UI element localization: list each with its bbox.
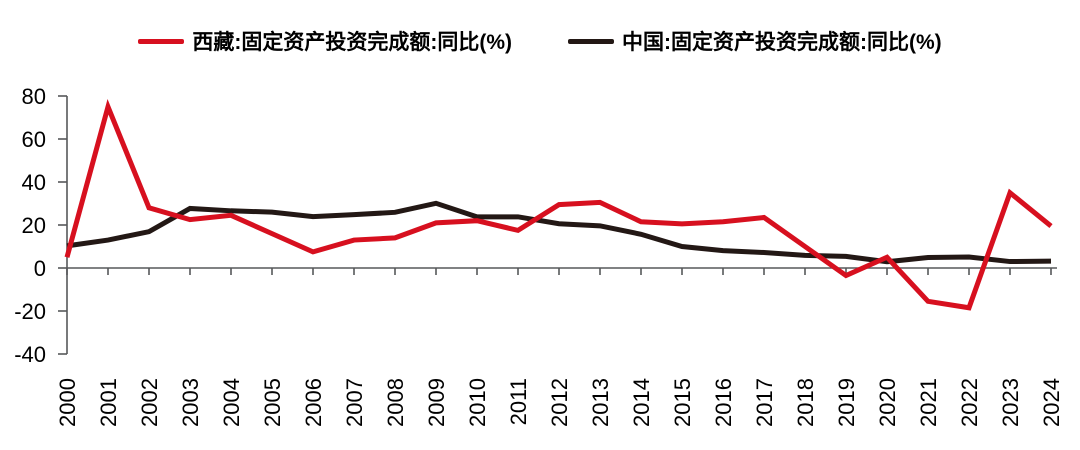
x-axis-label: 2017 [752,378,777,427]
x-axis-label: 2007 [342,378,367,427]
x-axis-label: 2023 [998,378,1023,427]
y-axis-label: 80 [22,84,46,109]
tibet-line [64,98,1053,311]
legend-item-tibet: 西藏:固定资产投资完成额:同比(%) [138,26,512,56]
x-axis-label: 2014 [629,378,654,427]
x-axis-label: 2019 [834,378,859,427]
x-axis-label: 2010 [465,378,490,427]
x-axis-label: 2012 [547,378,572,427]
y-axis-label: 0 [34,256,46,281]
x-axis-label: 2004 [219,378,244,427]
x-axis-label: 2024 [1039,378,1064,427]
legend: 西藏:固定资产投资完成额:同比(%) 中国:固定资产投资完成额:同比(%) [0,26,1080,56]
x-axis-label: 2015 [670,378,695,427]
x-axis-label: 2020 [875,378,900,427]
x-axis-label: 2005 [260,378,285,427]
x-axis-label: 2008 [383,378,408,427]
legend-item-china: 中国:固定资产投资完成额:同比(%) [568,26,942,56]
y-axis-label: 40 [22,170,46,195]
x-axis-label: 2018 [793,378,818,427]
x-axis-label: 2011 [506,378,531,425]
y-axis-label: -40 [14,342,46,367]
x-axis-label: 2002 [137,378,162,427]
y-axis-label: 60 [22,127,46,152]
x-axis-label: 2021 [916,378,941,427]
legend-swatch-china [568,38,614,44]
x-axis-label: 2016 [711,378,736,427]
x-axis-label: 2009 [424,378,449,427]
legend-swatch-tibet [138,38,185,44]
legend-label-tibet: 西藏:固定资产投资完成额:同比(%) [192,31,512,54]
x-axis-label: 2000 [55,378,80,427]
x-axis-label: 2003 [178,378,203,427]
legend-label-china: 中国:固定资产投资完成额:同比(%) [622,31,942,54]
y-axis-label: -20 [14,299,46,324]
x-axis-label: 2001 [96,378,121,427]
x-axis-label: 2013 [588,378,613,427]
china-line [66,200,1052,265]
x-axis-label: 2022 [957,378,982,427]
x-axis-label: 2006 [301,378,326,427]
y-axis-label: 20 [22,213,46,238]
